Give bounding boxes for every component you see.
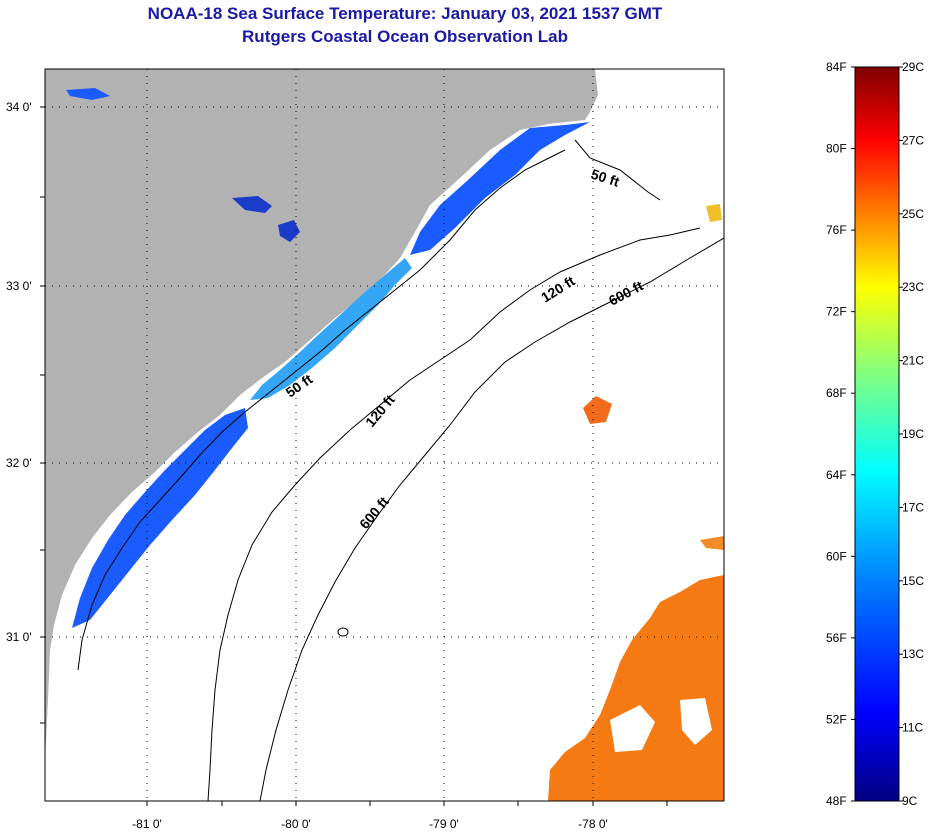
colorbar-f-label: 84F <box>826 60 847 74</box>
colorbar-f-label: 76F <box>826 223 847 237</box>
contour-50ft <box>77 139 661 671</box>
lon-label-81: -81 0' <box>132 817 162 831</box>
contour-600ft <box>259 237 724 801</box>
colorbar-c-label: 9C <box>902 794 918 808</box>
colorbar-c-label: 15C <box>902 574 924 588</box>
colorbar-f-label: 48F <box>826 794 847 808</box>
lat-label-34: 34 0' <box>6 100 32 114</box>
lon-label-78: -78 0' <box>578 817 608 831</box>
colorbar-c-label: 23C <box>902 280 924 294</box>
colorbar-c-label: 19C <box>902 427 924 441</box>
lat-label-33: 33 0' <box>6 279 32 293</box>
north-lake <box>66 88 110 100</box>
warm-patch-gulfstream <box>548 575 724 801</box>
colorbar-c-label: 17C <box>902 500 924 514</box>
map-title: NOAA-18 Sea Surface Temperature: January… <box>147 4 663 23</box>
colorbar-f-label: 64F <box>826 468 847 482</box>
colorbar <box>854 66 900 802</box>
warm-patch-ne <box>700 536 724 550</box>
colorbar-c-label: 13C <box>902 647 924 661</box>
lat-label-32: 32 0' <box>6 456 32 470</box>
land-mass <box>45 69 598 760</box>
colorbar-c-label: 21C <box>902 354 924 368</box>
colorbar-f-label: 80F <box>826 142 847 156</box>
mid-water-band <box>250 258 412 400</box>
cloud-gap-1 <box>610 705 655 752</box>
colorbar-c-label: 27C <box>902 133 924 147</box>
lat-label-31: 31 0' <box>6 630 32 644</box>
colorbar-f-label: 56F <box>826 631 847 645</box>
colorbar-c-label: 29C <box>902 60 924 74</box>
lake-marion <box>232 196 272 213</box>
cold-water-band <box>410 122 590 255</box>
colorbar-c-label: 25C <box>902 207 924 221</box>
colorbar-f-label: 52F <box>826 712 847 726</box>
lon-label-79: -79 0' <box>429 817 459 831</box>
contour-120ft <box>207 227 701 801</box>
plot-frame <box>44 68 725 802</box>
warm-patch-small <box>583 396 612 424</box>
cloud-gap-2 <box>680 698 712 745</box>
warm-patch-east <box>706 204 722 222</box>
lon-label-80: -80 0' <box>281 817 311 831</box>
map-subtitle: Rutgers Coastal Ocean Observation Lab <box>242 27 568 46</box>
colorbar-f-label: 72F <box>826 305 847 319</box>
colorbar-f-label: 60F <box>826 549 847 563</box>
cold-water-band-south <box>72 408 248 628</box>
lake-moultrie <box>278 220 300 242</box>
colorbar-f-label: 68F <box>826 386 847 400</box>
colorbar-c-label: 11C <box>902 721 923 735</box>
